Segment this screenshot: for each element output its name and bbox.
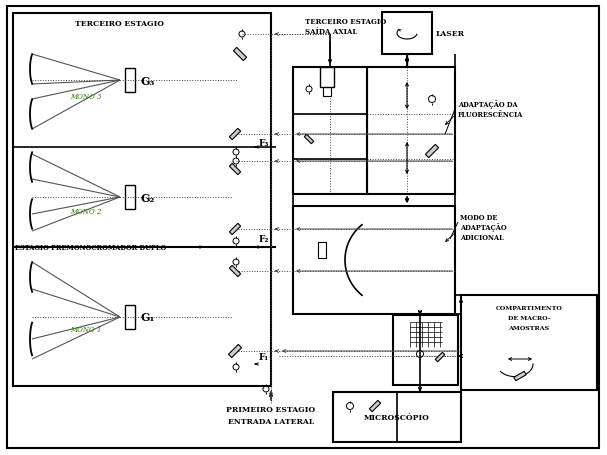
Text: DE MACRO-: DE MACRO-	[507, 316, 551, 321]
Polygon shape	[229, 224, 240, 235]
Polygon shape	[234, 48, 246, 61]
Text: MONO 3: MONO 3	[70, 93, 101, 101]
Bar	[13, 14, 271, 386]
Polygon shape	[426, 145, 439, 158]
Bar	[318, 243, 326, 258]
Bar	[382, 13, 432, 55]
Bar	[320, 68, 334, 88]
Text: TERCEIRO ESTAGIO: TERCEIRO ESTAGIO	[305, 18, 386, 26]
Bar	[461, 295, 597, 390]
Text: G₂: G₂	[141, 192, 155, 203]
Bar	[333, 392, 461, 442]
Polygon shape	[228, 344, 242, 358]
Bar	[125, 69, 135, 93]
Bar	[393, 315, 458, 385]
Text: ADAPTAÇÃO: ADAPTAÇÃO	[460, 223, 507, 232]
Text: LASER: LASER	[436, 30, 465, 38]
Bar	[293, 207, 455, 314]
Polygon shape	[304, 135, 314, 144]
Text: MODO DE: MODO DE	[460, 213, 497, 222]
Bar	[367, 68, 455, 195]
Text: F₃: F₃	[259, 138, 269, 147]
Text: SAÍDA AXIAL: SAÍDA AXIAL	[305, 28, 358, 36]
Polygon shape	[229, 164, 240, 175]
Text: MONO 1: MONO 1	[70, 325, 101, 333]
Bar	[323, 83, 331, 97]
Text: PRIMEIRO ESTAGIO: PRIMEIRO ESTAGIO	[226, 405, 316, 413]
Text: FLUORESCÊNCIA: FLUORESCÊNCIA	[458, 111, 523, 119]
Polygon shape	[514, 371, 526, 381]
Text: F₂: F₂	[259, 235, 269, 244]
Text: F₁: F₁	[259, 353, 269, 362]
Text: ADICIONAL: ADICIONAL	[460, 233, 504, 242]
Polygon shape	[435, 353, 445, 362]
Text: MICROSCÓPIO: MICROSCÓPIO	[364, 413, 430, 421]
Text: AMOSTRAS: AMOSTRAS	[509, 326, 549, 331]
Bar	[125, 305, 135, 329]
Text: ADAPTAÇÃO DA: ADAPTAÇÃO DA	[458, 101, 518, 109]
Text: G₃: G₃	[141, 76, 155, 86]
Text: ESTAGIO PREMONOCROMADOR DUPLO: ESTAGIO PREMONOCROMADOR DUPLO	[15, 243, 166, 252]
Polygon shape	[229, 266, 240, 277]
Text: TERCEIRO ESTAGIO: TERCEIRO ESTAGIO	[75, 20, 164, 28]
Bar	[125, 186, 135, 210]
Text: COMPARTIMENTO: COMPARTIMENTO	[496, 306, 562, 311]
Text: ENTRADA LATERAL: ENTRADA LATERAL	[228, 417, 314, 425]
Polygon shape	[229, 129, 240, 140]
Text: G₁: G₁	[141, 312, 155, 323]
Polygon shape	[369, 400, 381, 412]
Text: MONO 2: MONO 2	[70, 207, 101, 216]
Bar	[293, 68, 367, 195]
